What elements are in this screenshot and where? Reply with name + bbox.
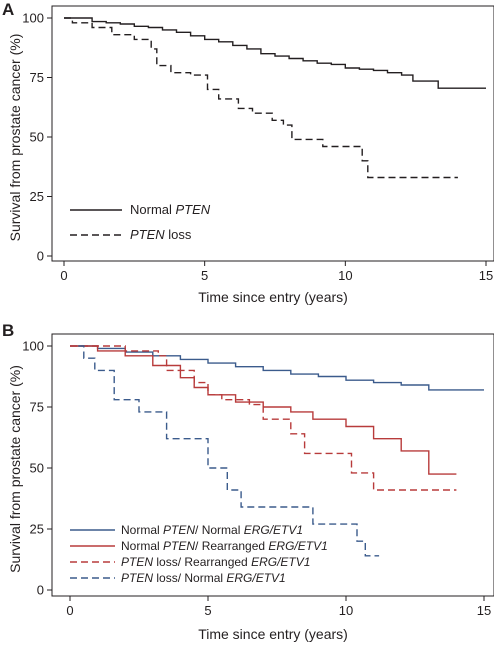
legend-label-part: Normal xyxy=(130,202,176,217)
x-tick-label: 5 xyxy=(201,268,208,283)
legend-label-part: PTEN xyxy=(130,227,165,242)
panel-b-x-axis-title: Time since entry (years) xyxy=(198,626,348,642)
legend-label-part: PTEN xyxy=(121,571,153,585)
series-line-4 xyxy=(78,345,380,557)
y-tick-label: 100 xyxy=(22,339,44,354)
series-line-1 xyxy=(70,345,484,391)
series-line-1 xyxy=(64,17,486,89)
legend-label: PTEN loss/ Rearranged ERG/ETV1 xyxy=(121,555,310,569)
panel-a: A 0 5 10 15 0 25 50 75 100 Time since entry (yea… xyxy=(2,0,494,305)
legend-label: Normal PTEN xyxy=(130,202,211,217)
panel-b-y-axis-title: Survival from prostate cancer (%) xyxy=(7,365,23,573)
legend-label-part: PTEN xyxy=(121,555,153,569)
legend-label-part: ERG/ETV1 xyxy=(244,523,303,537)
legend-label-part: / Rearranged xyxy=(195,539,268,553)
legend-label-part: ERG/ETV1 xyxy=(251,555,310,569)
x-tick-label: 10 xyxy=(338,268,352,283)
legend-label-part: loss/ Normal xyxy=(153,571,226,585)
legend-label-part: loss xyxy=(165,227,192,242)
legend-label-part: ERG/ETV1 xyxy=(268,539,327,553)
y-tick-label: 50 xyxy=(30,461,44,476)
panel-a-plot-frame xyxy=(51,5,494,262)
legend-label-part: Normal xyxy=(121,523,163,537)
x-tick-label: 15 xyxy=(479,268,493,283)
panel-a-label: A xyxy=(2,0,14,19)
legend-label: Normal PTEN/ Rearranged ERG/ETV1 xyxy=(121,539,328,553)
x-tick-label: 0 xyxy=(60,268,67,283)
y-tick-label: 50 xyxy=(30,130,44,145)
legend-label: PTEN loss xyxy=(130,227,192,242)
panel-b-series xyxy=(70,345,484,557)
legend-label-part: PTEN xyxy=(176,202,211,217)
y-tick-label: 75 xyxy=(30,70,44,85)
legend-label-part: / Normal xyxy=(195,523,244,537)
panel-a-x-axis-title: Time since entry (years) xyxy=(198,289,348,305)
panel-a-y-axis-title: Survival from prostate cancer (%) xyxy=(7,34,23,242)
y-tick-label: 25 xyxy=(30,189,44,204)
series-line-3 xyxy=(70,345,457,491)
x-tick-label: 15 xyxy=(477,603,491,618)
panel-a-series xyxy=(64,17,486,179)
y-tick-label: 0 xyxy=(37,583,44,598)
panel-b-label: B xyxy=(2,321,14,340)
panel-b-ticks: 0 5 10 15 0 25 50 75 100 xyxy=(22,339,491,619)
series-line-2 xyxy=(64,17,458,179)
panel-b: B 0 5 10 15 0 25 50 75 100 Time since entry (yea… xyxy=(2,321,494,642)
legend-label-part: Normal xyxy=(121,539,163,553)
legend-label-part: ERG/ETV1 xyxy=(226,571,285,585)
y-tick-label: 75 xyxy=(30,400,44,415)
legend-label-part: PTEN xyxy=(163,523,195,537)
x-tick-label: 0 xyxy=(66,603,73,618)
y-tick-label: 25 xyxy=(30,522,44,537)
x-tick-label: 5 xyxy=(204,603,211,618)
legend-label: Normal PTEN/ Normal ERG/ETV1 xyxy=(121,523,303,537)
y-tick-label: 100 xyxy=(22,11,44,26)
y-tick-label: 0 xyxy=(37,249,44,264)
legend-label: PTEN loss/ Normal ERG/ETV1 xyxy=(121,571,286,585)
legend-label-part: loss/ Rearranged xyxy=(153,555,251,569)
x-tick-label: 10 xyxy=(339,603,353,618)
panel-a-ticks: 0 5 10 15 0 25 50 75 100 xyxy=(22,11,493,284)
panel-b-plot-frame xyxy=(51,333,494,597)
legend-label-part: PTEN xyxy=(163,539,195,553)
